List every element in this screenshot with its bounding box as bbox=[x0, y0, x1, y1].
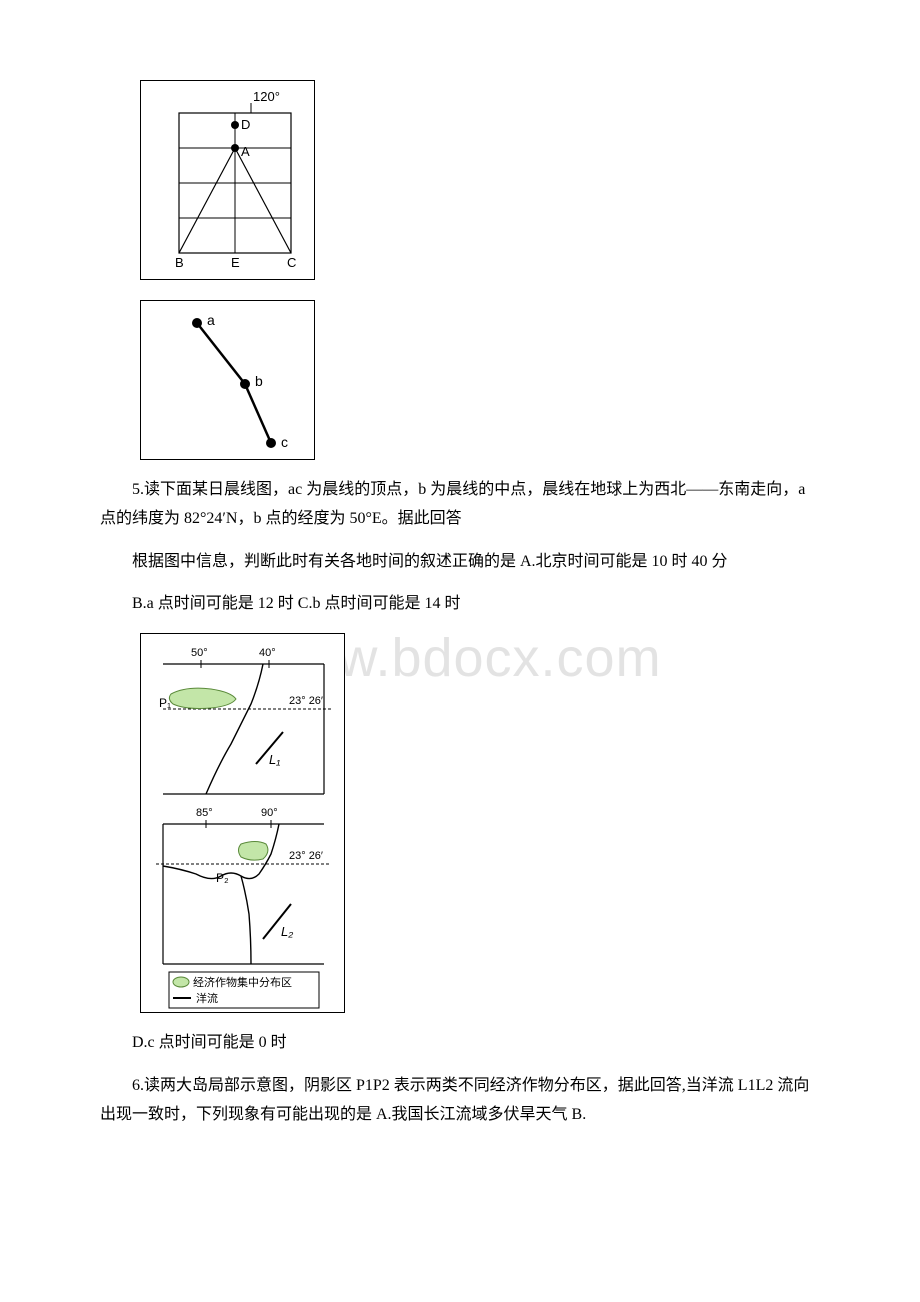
page-content: 120° D A B E C bbox=[100, 80, 820, 1130]
label-P1: P₁ bbox=[159, 696, 171, 710]
diagram-1: 120° D A B E C bbox=[140, 80, 315, 280]
question-6: 6.读两大岛局部示意图，阴影区 P1P2 表示两类不同经济作物分布区，据此回答,… bbox=[100, 1072, 820, 1130]
label-A: A bbox=[241, 144, 250, 159]
label-120: 120° bbox=[253, 89, 280, 104]
legend-item2: 洋流 bbox=[196, 991, 218, 1005]
label-a: a bbox=[207, 312, 215, 328]
bot-lon-85: 85° bbox=[196, 807, 213, 819]
top-lon-50: 50° bbox=[191, 647, 208, 659]
diagram-2: a b c bbox=[140, 300, 315, 460]
top-lon-40: 40° bbox=[259, 647, 276, 659]
label-b: b bbox=[255, 373, 263, 389]
bot-lon-90: 90° bbox=[261, 807, 278, 819]
label-C: C bbox=[287, 255, 296, 270]
label-B: B bbox=[175, 255, 184, 270]
question-5-intro: 5.读下面某日晨线图，ac 为晨线的顶点，b 为晨线的中点，晨线在地球上为西北—… bbox=[100, 476, 820, 534]
question-5-prompt: 根据图中信息，判断此时有关各地时间的叙述正确的是 A.北京时间可能是 10 时 … bbox=[100, 548, 820, 577]
label-D: D bbox=[241, 117, 250, 132]
label-L1: L₁ bbox=[269, 752, 280, 767]
bot-lat: 23° 26′ bbox=[289, 850, 323, 862]
label-E: E bbox=[231, 255, 240, 270]
question-5-option-d: D.c 点时间可能是 0 时 bbox=[100, 1029, 820, 1058]
label-L2: L₂ bbox=[281, 924, 293, 939]
top-lat: 23° 26′ bbox=[289, 695, 323, 707]
question-5-option-bc: B.a 点时间可能是 12 时 C.b 点时间可能是 14 时 bbox=[100, 590, 820, 619]
legend-item1: 经济作物集中分布区 bbox=[193, 975, 292, 989]
label-c: c bbox=[281, 434, 288, 450]
diagram-3: 50° 40° 23° 26′ P₁ L₁ 85° 90° bbox=[140, 633, 345, 1013]
